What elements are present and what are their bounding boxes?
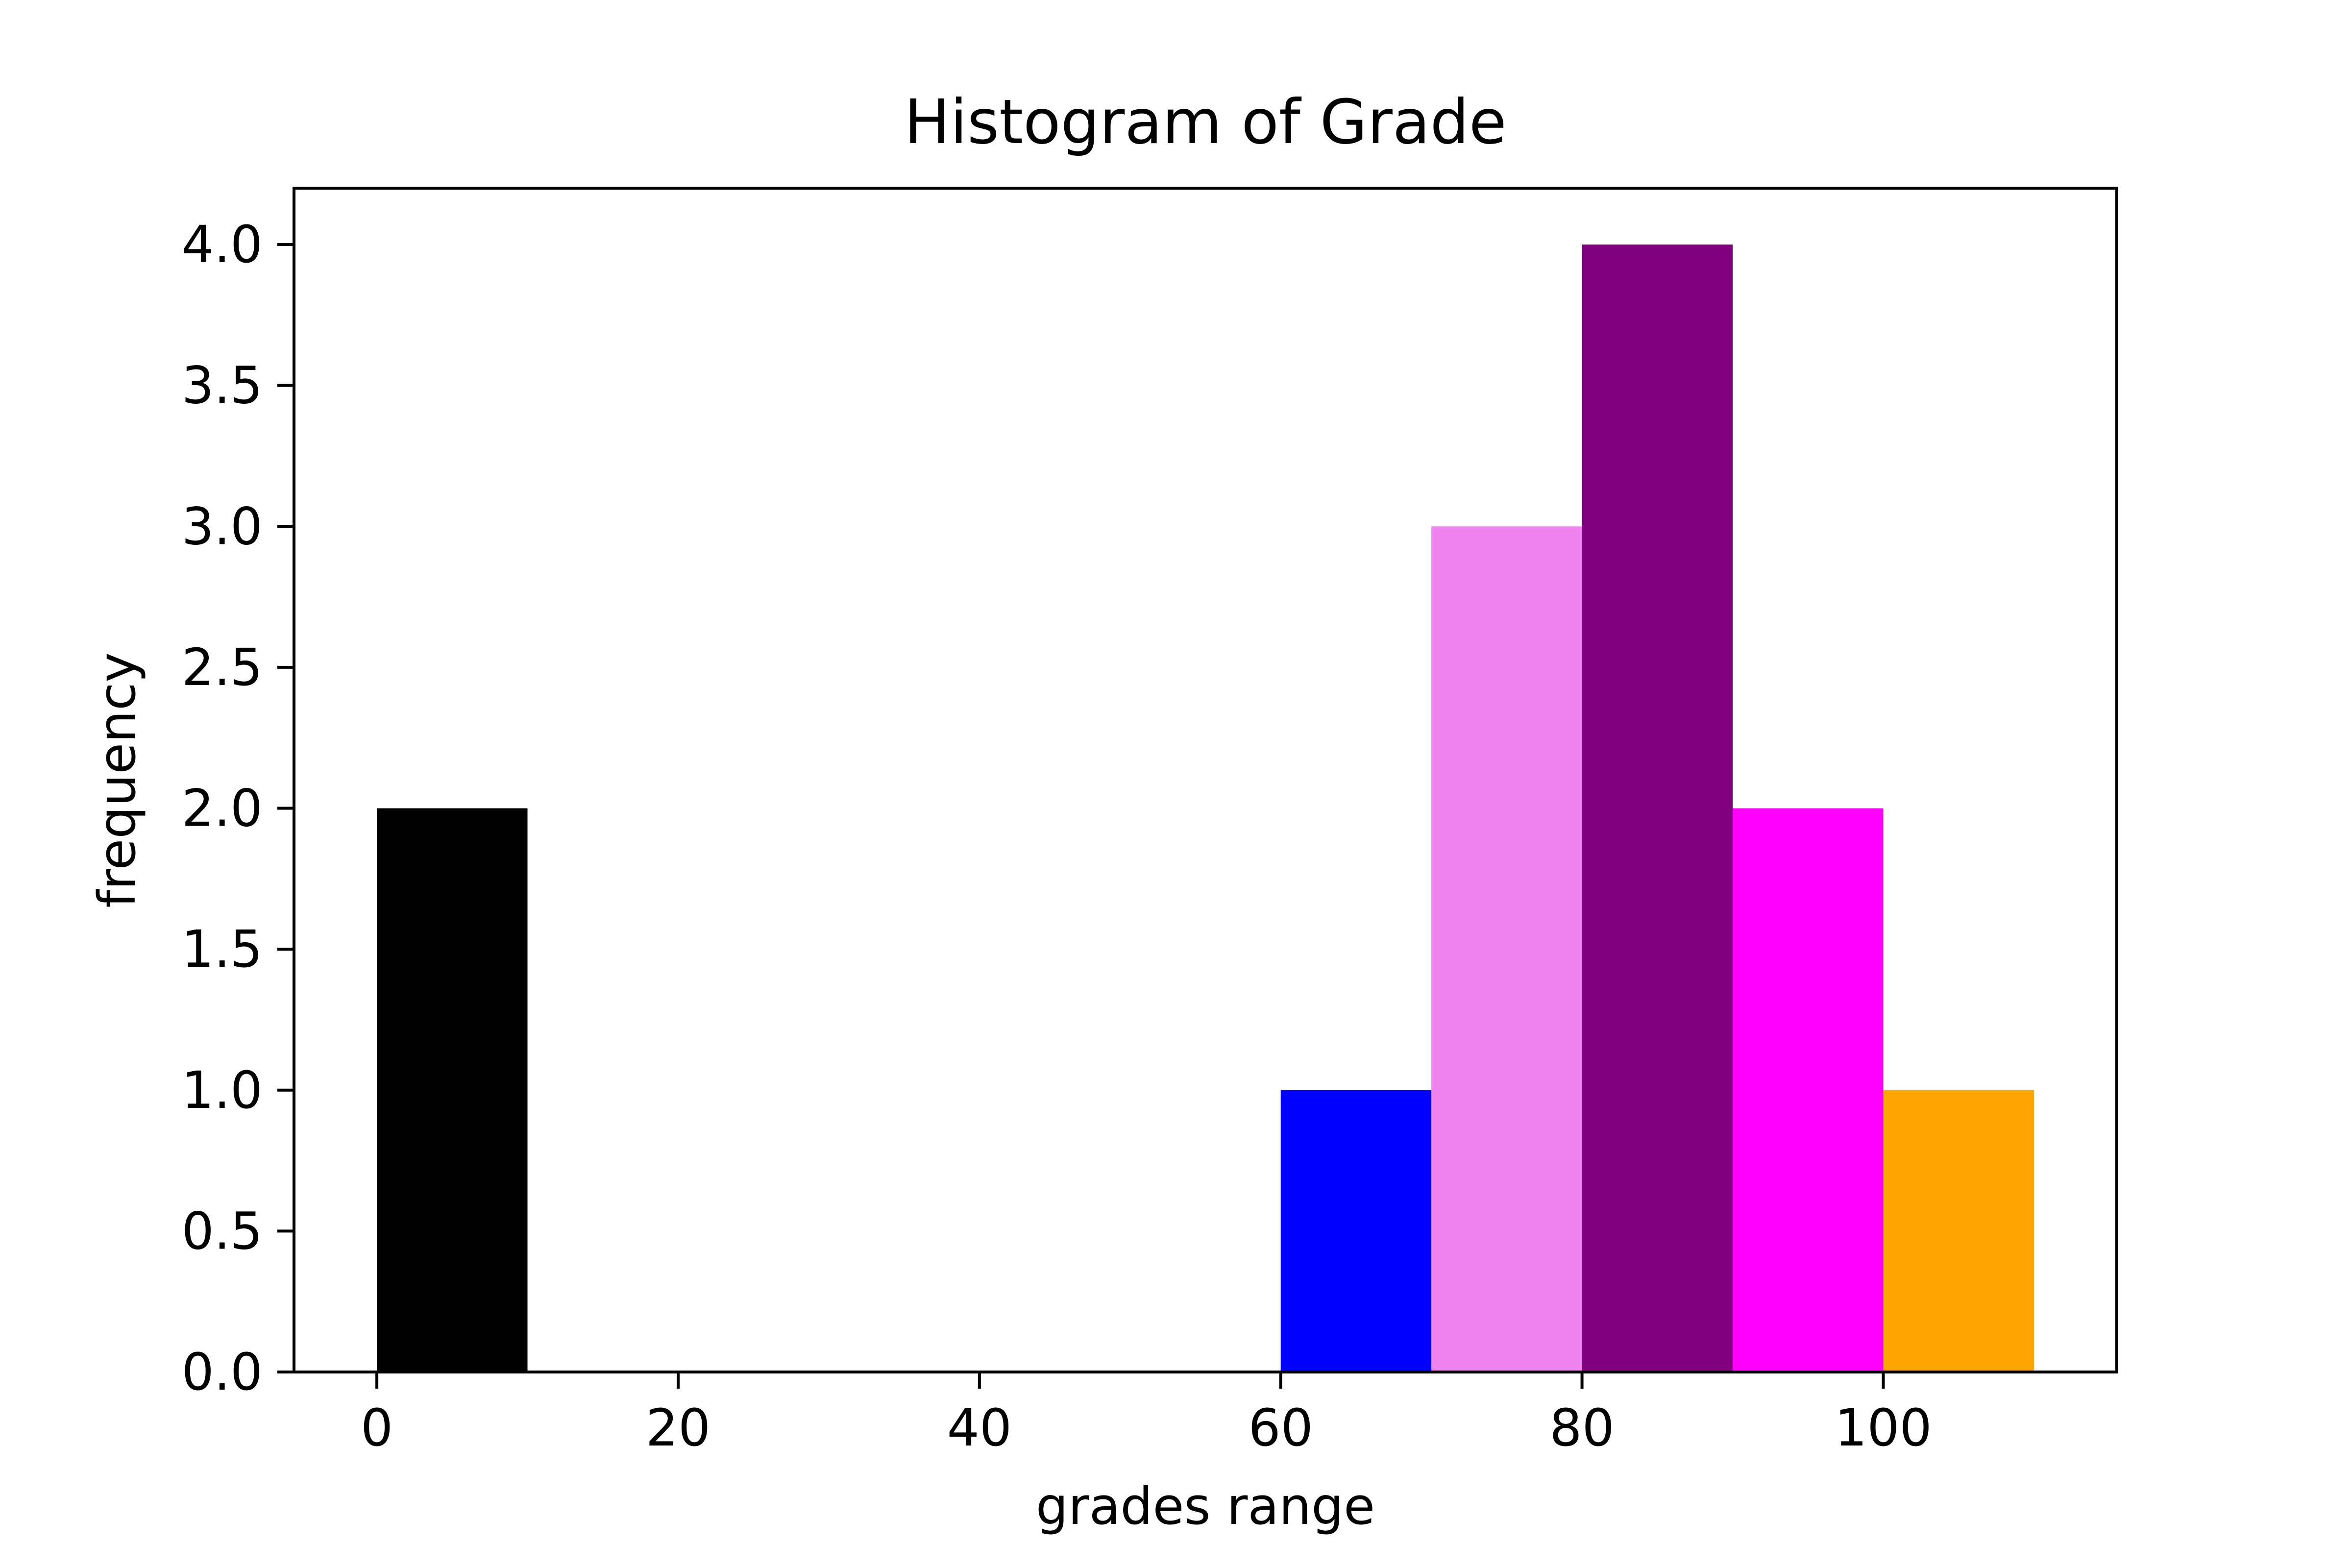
histogram-bar [1431, 526, 1582, 1372]
x-tick-label: 0 [361, 1398, 393, 1458]
histogram-bar [1582, 245, 1733, 1372]
y-axis-ticks: 0.0 0.5 1.0 1.5 2.0 2.5 3.0 3.5 4.0 [182, 215, 294, 1402]
bars-group [377, 245, 2034, 1372]
y-tick-label: 4.0 [182, 215, 263, 274]
chart-title: Histogram of Grade [904, 87, 1507, 158]
x-tick-label: 100 [1835, 1398, 1932, 1458]
y-tick-label: 0.0 [182, 1342, 263, 1402]
y-axis-label: frequency [87, 652, 147, 908]
histogram-bar [1280, 1090, 1432, 1372]
y-tick-label: 1.0 [182, 1060, 263, 1120]
x-tick-label: 40 [947, 1398, 1012, 1458]
y-tick-label: 2.0 [182, 779, 263, 838]
y-tick-label: 1.5 [182, 919, 263, 979]
histogram-bar [1733, 808, 1884, 1372]
y-tick-label: 3.0 [182, 496, 263, 556]
x-tick-label: 80 [1549, 1398, 1614, 1458]
y-tick-label: 0.5 [182, 1201, 263, 1261]
x-axis-label: grades range [1036, 1476, 1375, 1536]
x-tick-label: 60 [1249, 1398, 1313, 1458]
plot-area-frame [293, 187, 2118, 1373]
y-tick-label: 2.5 [182, 637, 263, 697]
x-tick-label: 20 [646, 1398, 710, 1458]
histogram-bar [377, 808, 528, 1372]
x-axis-ticks: 0 20 40 60 80 100 [361, 1372, 1932, 1458]
y-tick-label: 3.5 [182, 356, 263, 416]
histogram-bar [1883, 1090, 2034, 1372]
